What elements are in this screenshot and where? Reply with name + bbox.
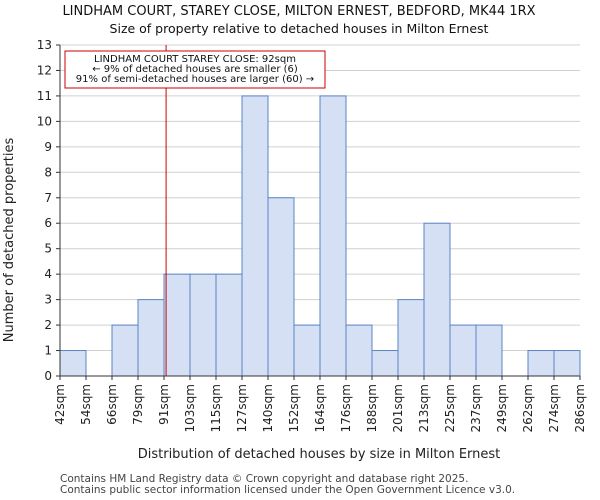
x-tick-label: 103sqm bbox=[183, 384, 197, 432]
bar bbox=[397, 299, 425, 377]
y-axis-label: Number of detached properties bbox=[2, 138, 17, 343]
x-tick-label: 115sqm bbox=[209, 384, 223, 432]
x-tick-label: 42sqm bbox=[53, 384, 67, 425]
x-tick-label: 188sqm bbox=[365, 384, 379, 432]
y-tick-label: 9 bbox=[44, 140, 52, 154]
bar bbox=[293, 324, 321, 377]
bar bbox=[189, 273, 217, 377]
bar bbox=[267, 197, 295, 377]
x-tick-label: 225sqm bbox=[443, 384, 457, 432]
y-tick-label: 11 bbox=[37, 89, 52, 103]
bar bbox=[527, 350, 555, 377]
bar bbox=[475, 324, 503, 377]
annotation-line-1: LINDHAM COURT STAREY CLOSE: 92sqm bbox=[94, 54, 296, 65]
annotation-border bbox=[64, 50, 326, 89]
chart-subtitle: Size of property relative to detached ho… bbox=[110, 21, 489, 36]
bar bbox=[553, 350, 581, 377]
x-tick-label: 274sqm bbox=[547, 384, 561, 432]
x-tick-label: 213sqm bbox=[417, 384, 431, 432]
annotation-box: LINDHAM COURT STAREY CLOSE: 92sqm ← 9% o… bbox=[64, 50, 326, 89]
bar bbox=[241, 95, 269, 377]
y-tick-label: 6 bbox=[44, 216, 52, 230]
y-tick-label: 1 bbox=[44, 344, 52, 358]
x-tick-label: 176sqm bbox=[339, 384, 353, 432]
x-axis-label: Distribution of detached houses by size … bbox=[138, 447, 501, 462]
x-tick-label: 91sqm bbox=[157, 384, 171, 425]
bar bbox=[137, 299, 165, 377]
x-tick-label: 152sqm bbox=[287, 384, 301, 432]
y-tick-label: 10 bbox=[37, 114, 52, 128]
bar bbox=[345, 324, 373, 377]
bar bbox=[163, 273, 191, 377]
chart-title: LINDHAM COURT, STAREY CLOSE, MILTON ERNE… bbox=[62, 4, 535, 19]
chart: LINDHAM COURT, STAREY CLOSE, MILTON ERNE… bbox=[2, 4, 587, 462]
bar bbox=[111, 324, 139, 377]
y-tick-label: 0 bbox=[44, 369, 52, 383]
bar bbox=[423, 222, 451, 377]
y-tick-label: 3 bbox=[44, 293, 52, 307]
y-tick-label: 5 bbox=[44, 242, 52, 256]
x-tick-label: 66sqm bbox=[105, 384, 119, 425]
y-tick-label: 4 bbox=[44, 267, 52, 281]
x-tick-label: 164sqm bbox=[313, 384, 327, 432]
x-tick-label: 140sqm bbox=[261, 384, 275, 432]
x-tick-label: 79sqm bbox=[131, 384, 145, 425]
x-tick-label: 262sqm bbox=[521, 384, 535, 432]
annotation-line-3: 91% of semi-detached houses are larger (… bbox=[76, 74, 314, 85]
bar bbox=[59, 350, 87, 377]
bar bbox=[319, 95, 347, 377]
x-tick-label: 286sqm bbox=[573, 384, 587, 432]
footer-copyright: Contains HM Land Registry data © Crown c… bbox=[60, 473, 469, 485]
y-tick-label: 7 bbox=[44, 191, 52, 205]
y-tick-label: 8 bbox=[44, 165, 52, 179]
x-tick-label: 201sqm bbox=[391, 384, 405, 432]
x-tick-label: 127sqm bbox=[235, 384, 249, 432]
footer-licence: Contains public sector information licen… bbox=[60, 484, 516, 496]
annotation-line-2: ← 9% of detached houses are smaller (6) bbox=[92, 64, 298, 75]
y-tick-label: 2 bbox=[44, 318, 52, 332]
y-tick-label: 12 bbox=[37, 63, 52, 77]
x-tick-label: 54sqm bbox=[79, 384, 93, 425]
bar bbox=[215, 273, 243, 377]
y-tick-label: 13 bbox=[37, 38, 52, 52]
x-tick-label: 237sqm bbox=[469, 384, 483, 432]
bar bbox=[449, 324, 477, 377]
bar bbox=[371, 350, 399, 377]
x-tick-label: 249sqm bbox=[495, 384, 509, 432]
